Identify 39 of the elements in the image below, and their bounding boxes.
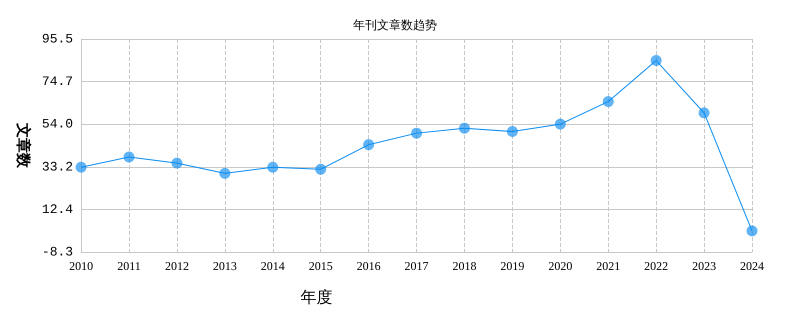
point <box>171 158 182 169</box>
point <box>411 128 422 139</box>
point <box>458 122 470 134</box>
x-tick-label: 2012 <box>164 259 189 273</box>
x-axis-title: 年度 <box>300 288 333 306</box>
point <box>506 126 518 138</box>
x-tick-label: 2018 <box>452 259 476 273</box>
y-axis-title: 文章数 <box>14 122 32 169</box>
x-tick-label: 2017 <box>404 259 429 273</box>
x-tick-label: 2019 <box>500 259 524 273</box>
point <box>267 162 278 173</box>
x-tick-label: 2010 <box>69 259 94 273</box>
point <box>650 55 662 66</box>
y-tick-label: 95.5 <box>42 32 74 46</box>
point <box>76 162 87 173</box>
y-tick-label: 54.0 <box>42 116 74 132</box>
y-tick-label: 74.7 <box>42 74 74 90</box>
point <box>602 96 614 108</box>
chart-title: 年刊文章数趋势 <box>353 18 437 32</box>
x-tick-label: 2014 <box>260 259 285 273</box>
x-tick-label: 2024 <box>740 259 764 273</box>
point <box>746 225 758 236</box>
x-tick-label: 2013 <box>212 259 237 273</box>
point <box>219 168 230 179</box>
point <box>124 151 135 162</box>
point <box>363 139 374 150</box>
point <box>315 164 326 175</box>
x-tick-label: 2016 <box>356 259 381 273</box>
y-tick-label: -8.3 <box>42 244 74 260</box>
x-tick-label: 2020 <box>548 259 572 273</box>
y-tick-label: 12.4 <box>42 202 74 218</box>
x-tick-label: 2022 <box>644 259 668 273</box>
point <box>554 118 566 130</box>
x-tick-label: 2011 <box>117 259 141 273</box>
x-tick-label: 2015 <box>308 259 333 273</box>
point <box>698 107 710 118</box>
x-tick-label: 2023 <box>692 259 716 273</box>
y-tick-label: 33.2 <box>42 159 74 174</box>
x-tick-label: 2021 <box>596 259 620 273</box>
